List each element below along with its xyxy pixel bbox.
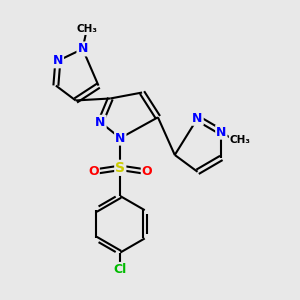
Text: N: N xyxy=(216,126,226,139)
Text: N: N xyxy=(95,116,106,129)
Text: CH₃: CH₃ xyxy=(230,135,251,145)
Text: N: N xyxy=(77,42,88,56)
Text: O: O xyxy=(88,165,99,178)
Text: N: N xyxy=(115,132,125,145)
Text: O: O xyxy=(142,165,152,178)
Text: Cl: Cl xyxy=(114,263,127,276)
Text: N: N xyxy=(53,54,63,67)
Text: CH₃: CH₃ xyxy=(76,24,97,34)
Text: S: S xyxy=(115,161,125,175)
Text: N: N xyxy=(192,112,203,125)
